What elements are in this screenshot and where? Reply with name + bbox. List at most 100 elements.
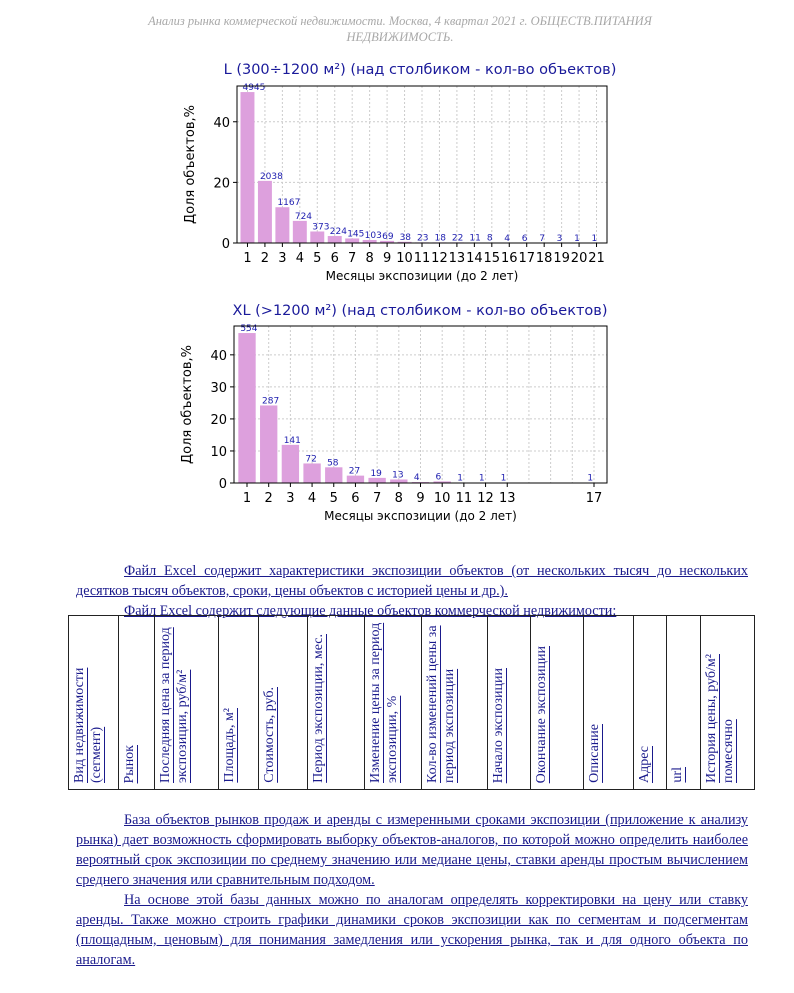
bar-count-label: 103 — [365, 231, 382, 241]
bar — [292, 220, 307, 243]
bar-count-label: 2038 — [260, 172, 283, 182]
bar — [275, 207, 290, 243]
x-tick-label: 1 — [243, 491, 251, 506]
column-label: Стоимость, руб. — [262, 687, 278, 783]
bar-count-label: 4 — [414, 473, 420, 483]
bar-count-label: 19 — [370, 469, 382, 479]
y-tick-label: 20 — [210, 413, 227, 428]
bar-count-label: 69 — [382, 232, 394, 242]
table-header-cell: Окончание экспозиции — [530, 615, 584, 790]
column-label: История цены, руб/м² помесячно — [704, 654, 737, 783]
x-tick-label: 3 — [278, 251, 286, 266]
plot-frame — [233, 325, 608, 484]
bar — [346, 475, 365, 483]
header-line-1: Анализ рынка коммерческой недвижимости. … — [148, 14, 652, 28]
bar — [433, 481, 451, 483]
x-tick-label: 3 — [286, 491, 294, 506]
bar — [325, 467, 343, 483]
bar-count-label: 141 — [284, 436, 301, 446]
x-tick-label: 16 — [501, 251, 518, 266]
bar-count-label: 4945 — [242, 83, 265, 93]
table-header-cell: Площадь, м² — [217, 615, 260, 790]
intro-paragraph-1: Файл Excel содержит характеристики экспо… — [76, 563, 748, 599]
bar-count-label: 22 — [452, 233, 463, 243]
bar — [345, 238, 360, 243]
column-label: Кол-во изменений цены за период экспозиц… — [425, 625, 458, 783]
x-tick-label: 12 — [431, 251, 448, 266]
chart-l: 0204049451203821167372443735224614571038… — [183, 83, 608, 283]
x-tick-label: 14 — [466, 251, 483, 266]
x-tick-label: 4 — [296, 251, 304, 266]
bar-count-label: 4 — [504, 234, 510, 244]
column-label: Рынок — [122, 744, 138, 784]
y-axis-label: Доля объектов,% — [183, 105, 198, 224]
x-tick-label: 15 — [484, 251, 501, 266]
chart-l-title: L (300÷1200 м²) (над столбиком - кол-во … — [223, 62, 617, 78]
table-header-cell: История цены, руб/м² помесячно — [700, 615, 755, 790]
bar — [380, 240, 395, 243]
page-header: Анализ рынка коммерческой недвижимости. … — [100, 13, 700, 45]
x-tick-label: 12 — [477, 491, 494, 506]
plot-frame — [236, 85, 608, 244]
table-header-cell: Рынок — [118, 615, 155, 790]
bar-count-label: 58 — [327, 458, 339, 468]
bar-count-label: 1167 — [277, 198, 300, 208]
bar-count-label: 373 — [312, 222, 329, 232]
x-tick-label: 2 — [261, 251, 269, 266]
bar — [238, 333, 256, 483]
y-tick-label: 40 — [210, 349, 227, 364]
table-header-cell: Вид недвижимости (сегмент) — [67, 615, 120, 790]
table-header-cell: Адрес — [633, 615, 667, 790]
y-tick-label: 0 — [222, 237, 230, 252]
bar-count-label: 8 — [487, 234, 493, 244]
plot-area — [237, 86, 607, 243]
bar — [390, 479, 408, 483]
x-tick-label: 4 — [308, 491, 316, 506]
table-header-cell: Изменение цены за период экспозиции, % — [363, 615, 423, 790]
column-label: Начало экспозиции — [491, 667, 507, 783]
outro-paragraph-2: На основе этой базы данных можно по анал… — [76, 892, 748, 968]
column-label: Описание — [586, 724, 602, 783]
x-tick-label: 5 — [330, 491, 338, 506]
x-tick-label: 10 — [434, 491, 451, 506]
chart-xl: 0 10 20 30 40 554 1 287 2 141 3 72 4 58 5 27 6 19 7 13 8 4 9 6 1… — [180, 324, 608, 523]
x-tick-label: 13 — [449, 251, 466, 266]
bar-count-label: 38 — [400, 233, 412, 243]
bar — [310, 231, 325, 243]
x-tick-label: 1 — [243, 251, 251, 266]
column-label: url — [669, 767, 685, 783]
x-tick-label: 17 — [518, 251, 535, 266]
x-tick-label: 11 — [456, 491, 473, 506]
bar-count-label: 18 — [434, 233, 446, 243]
table-header-cell: Кол-во изменений цены за период экспозиц… — [421, 615, 489, 790]
bar — [257, 180, 272, 243]
column-label: Площадь, м² — [221, 708, 237, 783]
y-tick-label: 10 — [210, 445, 227, 460]
y-tick-label: 20 — [213, 176, 230, 191]
x-axis-label: Месяцы экспозиции (до 2 лет) — [326, 269, 519, 283]
bar-count-label: 1 — [592, 234, 598, 244]
bar-count-label: 23 — [417, 233, 428, 243]
x-tick-label: 13 — [499, 491, 516, 506]
x-axis-label: Месяцы экспозиции (до 2 лет) — [324, 509, 517, 523]
bar-count-label: 6 — [436, 472, 442, 482]
bar-count-label: 224 — [330, 227, 347, 237]
bar-count-label: 13 — [392, 470, 403, 480]
bar — [362, 239, 377, 243]
header-line-2: НЕДВИЖИМОСТЬ. — [346, 30, 454, 44]
bar-count-label: 1 — [479, 474, 485, 484]
x-tick-label: 20 — [571, 251, 588, 266]
x-tick-label: 5 — [313, 251, 321, 266]
intro-text: Файл Excel содержит характеристики экспо… — [76, 561, 748, 621]
y-tick-label: 0 — [219, 477, 227, 492]
x-tick-label: 7 — [373, 491, 381, 506]
table-header-cell: Начало экспозиции — [487, 615, 532, 790]
x-tick-label: 8 — [366, 251, 374, 266]
table-header-cell: Описание — [582, 615, 635, 790]
bar — [397, 241, 412, 243]
y-axis-label: Доля объектов,% — [180, 345, 195, 464]
x-tick-label: 9 — [383, 251, 391, 266]
x-tick-label: 18 — [536, 251, 553, 266]
bar-count-label: 3 — [557, 234, 563, 244]
y-tick-label: 30 — [210, 381, 227, 396]
